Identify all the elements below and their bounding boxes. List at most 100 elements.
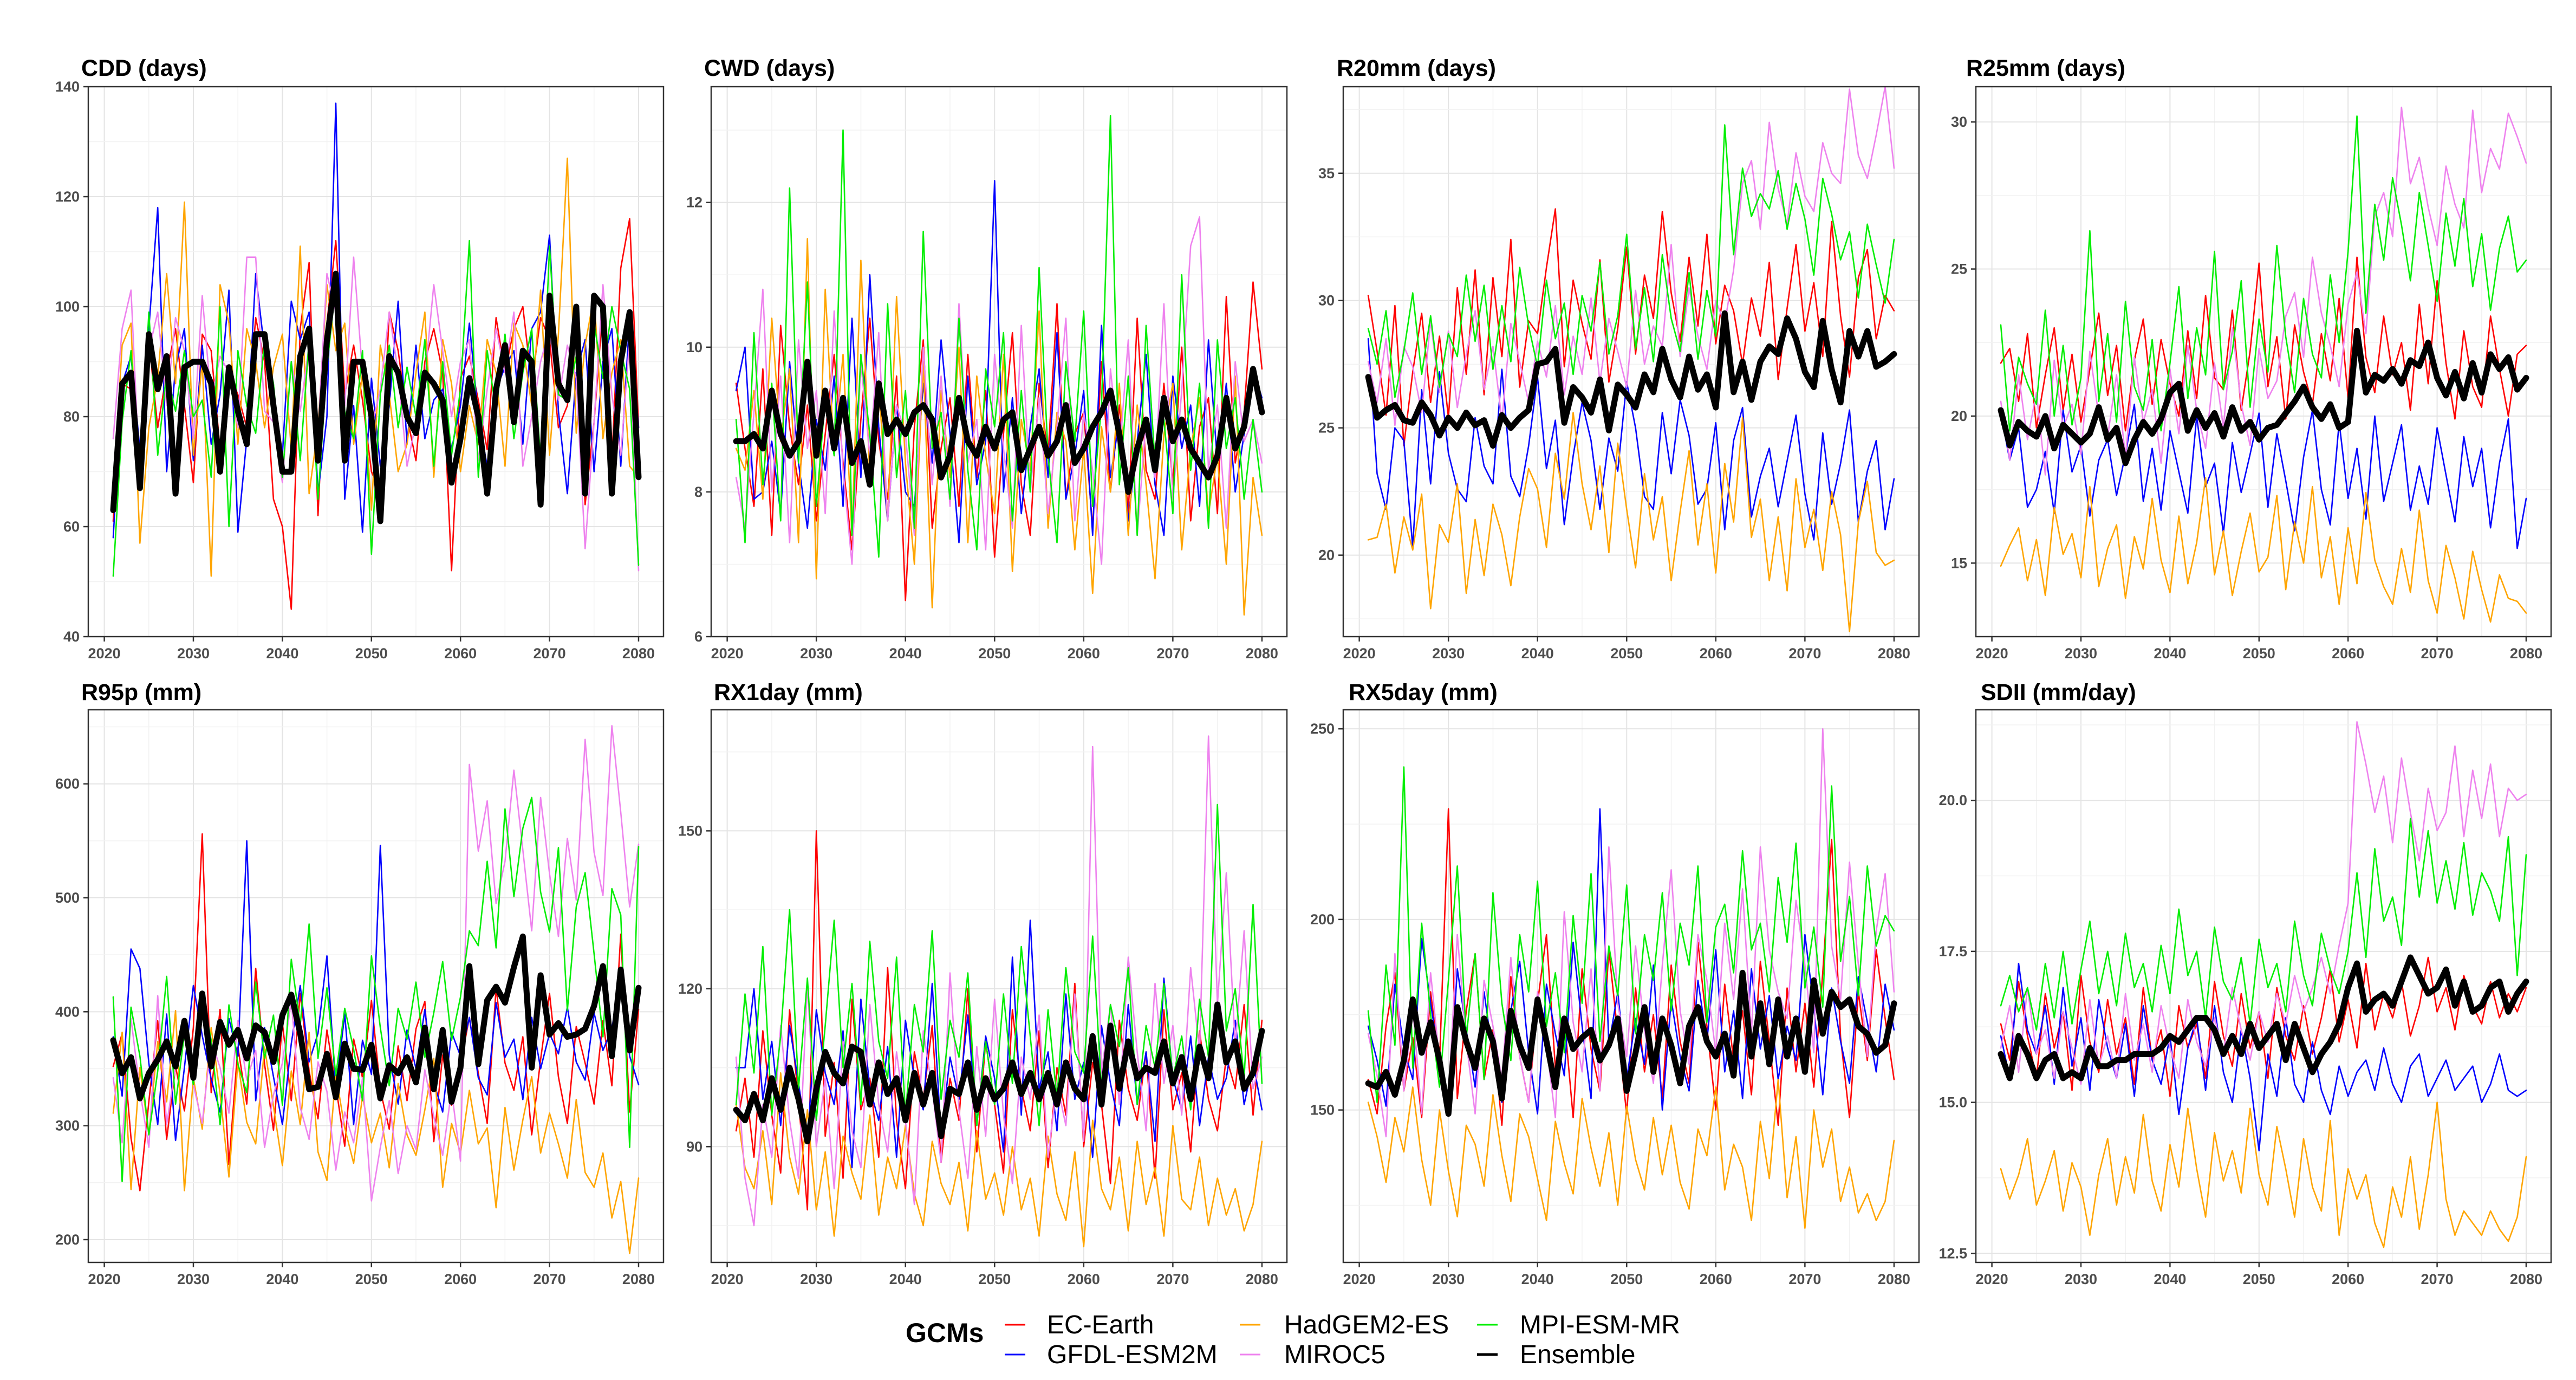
x-tick-label: 2060	[444, 1271, 477, 1287]
panel-title: R95p (mm)	[81, 679, 201, 705]
series-line-gfdl-esm2m	[735, 180, 1263, 543]
series-line-miroc5	[1367, 86, 1895, 426]
panel-sdii: SDII (mm/day) 2020 2030 2040 2050 2060 2070 20…	[1938, 679, 2552, 1287]
x-tick-label: 2020	[1343, 645, 1376, 662]
panel-border	[710, 86, 1288, 638]
panel-border	[1975, 86, 2552, 638]
panel-title: RX1day (mm)	[714, 679, 863, 705]
panel-title: RX5day (mm)	[1349, 679, 1498, 705]
x-tick-label: 2060	[2332, 645, 2364, 662]
y-tick-label: 80	[63, 409, 80, 425]
series-line-miroc5	[112, 256, 640, 572]
y-tick-label: 20	[1951, 408, 1967, 424]
x-tick-label: 2030	[177, 1271, 210, 1287]
x-tick-label: 2040	[2154, 645, 2186, 662]
series-line-ec-earth	[2000, 256, 2527, 432]
y-tick-label: 30	[1318, 293, 1335, 309]
x-tick-label: 2030	[1432, 645, 1465, 662]
x-tick-label: 2020	[1343, 1271, 1376, 1287]
panel-r95p: R95p (mm) 2020 2030 2040 2050 2060 2070 2080 20…	[55, 679, 665, 1287]
x-tick-label: 2020	[88, 1271, 121, 1287]
panel-border	[1342, 709, 1920, 1264]
x-tick-label: 2020	[88, 645, 121, 662]
series-line-gfdl-esm2m	[2000, 962, 2527, 1152]
y-tick-label: 120	[678, 981, 702, 997]
panel-r25mm: R25mm (days) 2020 2030 2040 2050 2060 2070 208…	[1951, 55, 2552, 662]
panel-cwd: CWD (days) 2020 2030 2040 2050 2060 2070 2080 6…	[686, 55, 1288, 662]
x-tick-label: 2050	[355, 1271, 388, 1287]
series-line-hadgem2-es	[735, 1072, 1263, 1248]
y-tick-label: 8	[694, 484, 702, 500]
series-line-ensemble	[733, 359, 1265, 495]
y-tick-label: 250	[1310, 721, 1335, 737]
panel-border	[1975, 709, 2552, 1264]
series-line-ec-earth	[112, 833, 640, 1191]
y-tick-label: 140	[55, 79, 80, 95]
x-tick-label: 2040	[2154, 1271, 2186, 1287]
panel-border	[87, 86, 665, 638]
x-tick-label: 2040	[266, 645, 298, 662]
x-tick-label: 2070	[2421, 1271, 2454, 1287]
x-tick-label: 2080	[1246, 1271, 1278, 1287]
series-line-miroc5	[2000, 721, 2527, 1085]
x-tick-label: 2020	[711, 645, 744, 662]
x-tick-label: 2080	[622, 645, 655, 662]
legend: GCMs EC-Earth GFDL-ESM2M HadGEM2-ES MIRO…	[906, 1311, 1680, 1369]
x-tick-label: 2050	[1610, 1271, 1643, 1287]
x-tick-label: 2060	[2332, 1271, 2364, 1287]
panel-title: CDD (days)	[81, 55, 207, 81]
x-tick-label: 2060	[1700, 645, 1732, 662]
plot-area	[1976, 710, 2551, 1262]
panel-title: CWD (days)	[704, 55, 835, 81]
x-tick-label: 2030	[177, 645, 210, 662]
y-tick-label: 10	[686, 339, 702, 355]
series-line-ensemble	[1365, 310, 1897, 449]
series-line-hadgem2-es	[2000, 477, 2527, 623]
y-tick-label: 25	[1318, 420, 1335, 436]
legend-label-miroc5: MIROC5	[1284, 1340, 1385, 1369]
y-tick-label: 6	[694, 629, 702, 645]
series-line-gfdl-esm2m	[1367, 808, 1895, 1115]
y-tick-label: 20.0	[1938, 792, 1967, 808]
panel-border	[87, 709, 665, 1264]
y-tick-label: 400	[55, 1003, 80, 1020]
x-tick-label: 2020	[1976, 1271, 2008, 1287]
y-tick-label: 500	[55, 890, 80, 906]
y-tick-label: 150	[678, 822, 702, 839]
x-tick-label: 2080	[1878, 1271, 1910, 1287]
x-tick-label: 2050	[2243, 1271, 2275, 1287]
panel-r20mm: R20mm (days) 2020 2030 2040 2050 2060 2070 208…	[1318, 55, 1920, 662]
x-tick-label: 2080	[1878, 645, 1910, 662]
series-line-hadgem2-es	[112, 1009, 640, 1254]
series-line-ensemble	[110, 270, 642, 524]
x-tick-label: 2050	[978, 645, 1011, 662]
series-line-miroc5	[112, 725, 640, 1202]
x-tick-label: 2070	[1788, 645, 1821, 662]
y-tick-label: 60	[63, 519, 80, 535]
legend-label-hadgem2-es: HadGEM2-ES	[1284, 1311, 1449, 1339]
x-tick-label: 2070	[534, 645, 566, 662]
series-line-mpi-esm-mr	[2000, 115, 2527, 432]
panel-title: SDII (mm/day)	[1981, 679, 2136, 705]
series-line-ensemble	[1998, 954, 2529, 1081]
x-tick-label: 2070	[1156, 645, 1189, 662]
legend-title: GCMs	[906, 1318, 984, 1348]
series-line-mpi-esm-mr	[1367, 124, 1895, 398]
series-line-mpi-esm-mr	[2000, 818, 2527, 1031]
series-line-ensemble	[1365, 969, 1897, 1117]
x-tick-label: 2040	[1521, 645, 1554, 662]
panel-rx1day: RX1day (mm) 2020 2030 2040 2050 2060 2070 2080…	[678, 679, 1288, 1287]
panel-border	[1342, 86, 1920, 638]
y-tick-label: 12.5	[1938, 1245, 1967, 1261]
y-tick-label: 200	[55, 1232, 80, 1248]
series-line-ensemble	[1998, 328, 2529, 467]
y-tick-label: 30	[1951, 114, 1967, 130]
plot-area	[1976, 87, 2551, 637]
series-line-mpi-esm-mr	[1367, 766, 1895, 1103]
y-tick-label: 300	[55, 1118, 80, 1134]
series-line-hadgem2-es	[112, 157, 640, 577]
y-tick-label: 12	[686, 195, 702, 211]
y-tick-label: 25	[1951, 261, 1967, 277]
x-tick-label: 2070	[534, 1271, 566, 1287]
series-line-ensemble	[110, 934, 642, 1105]
